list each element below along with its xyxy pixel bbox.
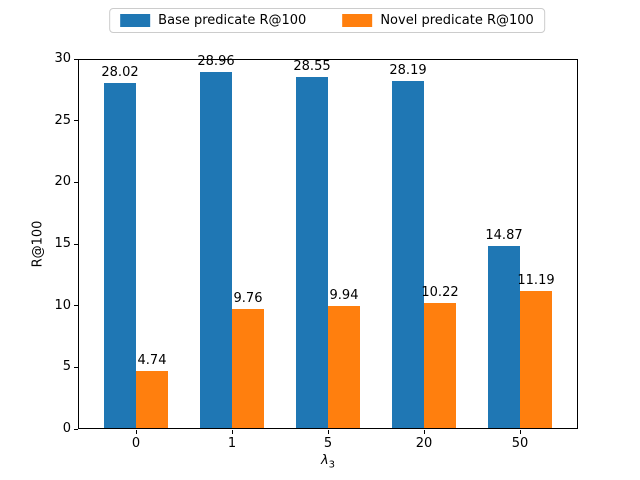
y-tick-mark <box>74 58 78 60</box>
plot-area: 28.02 4.74 28.96 9.76 28.55 9.94 28.19 10.22 14.… <box>78 54 578 429</box>
bar-value-label: 28.02 <box>101 65 139 81</box>
bar-base-50 <box>488 245 520 429</box>
y-tick-mark <box>74 120 78 122</box>
y-tick-label: 5 <box>62 359 71 375</box>
x-tick-mark <box>424 430 425 434</box>
bar-novel-5 <box>328 306 360 429</box>
x-tick-label: 5 <box>323 436 333 451</box>
bar-novel-20 <box>424 303 456 429</box>
x-tick-label: 0 <box>131 436 141 451</box>
bar-value-label: 28.55 <box>293 58 331 74</box>
legend-entry-base: Base predicate R@100 <box>120 13 306 28</box>
bar-value-label: 9.76 <box>233 290 263 306</box>
x-tick-label: 1 <box>227 436 237 451</box>
bar-novel-50 <box>520 291 552 429</box>
y-tick-label: 30 <box>54 51 71 66</box>
x-tick-label: 50 <box>511 436 529 451</box>
legend-entry-novel: Novel predicate R@100 <box>342 13 534 28</box>
y-tick-label: 0 <box>62 421 71 436</box>
y-tick-label: 10 <box>54 297 71 313</box>
x-tick-mark <box>136 430 137 434</box>
x-tick-label: 20 <box>415 436 433 451</box>
bar-value-label: 4.74 <box>137 352 167 368</box>
bar-base-1 <box>200 71 232 429</box>
legend-label-novel: Novel predicate R@100 <box>380 13 534 28</box>
legend: Base predicate R@100 Novel predicate R@1… <box>109 8 545 33</box>
x-axis-label-sub: 3 <box>328 459 336 471</box>
y-tick-label: 15 <box>54 236 71 251</box>
bar-value-label: 28.19 <box>389 63 427 79</box>
bar-value-label: 28.96 <box>197 53 235 69</box>
bar-value-label: 10.22 <box>421 285 459 300</box>
legend-swatch-base-icon <box>120 14 151 27</box>
y-tick-label: 25 <box>54 112 71 128</box>
y-tick-mark <box>74 305 78 307</box>
bar-value-label: 11.19 <box>517 273 555 288</box>
x-tick-mark <box>328 430 329 434</box>
y-tick-mark <box>74 181 78 183</box>
legend-label-base: Base predicate R@100 <box>158 13 307 28</box>
x-tick-mark <box>520 430 521 434</box>
bar-base-20 <box>392 81 424 429</box>
bar-base-0 <box>104 83 136 429</box>
y-tick-mark <box>74 243 78 245</box>
y-tick-mark <box>74 366 78 368</box>
y-tick-label: 20 <box>54 174 71 190</box>
x-tick-mark <box>232 430 233 434</box>
x-axis-label-main: λ <box>320 453 329 468</box>
x-axis-label: λ3 <box>321 453 335 471</box>
bar-value-label: 14.87 <box>485 227 523 243</box>
legend-swatch-novel-icon <box>342 14 373 27</box>
bar-base-5 <box>296 76 328 429</box>
y-tick-mark <box>74 428 78 430</box>
bar-novel-0 <box>136 370 168 429</box>
bar-value-label: 9.94 <box>329 288 359 304</box>
bar-novel-1 <box>232 308 264 429</box>
